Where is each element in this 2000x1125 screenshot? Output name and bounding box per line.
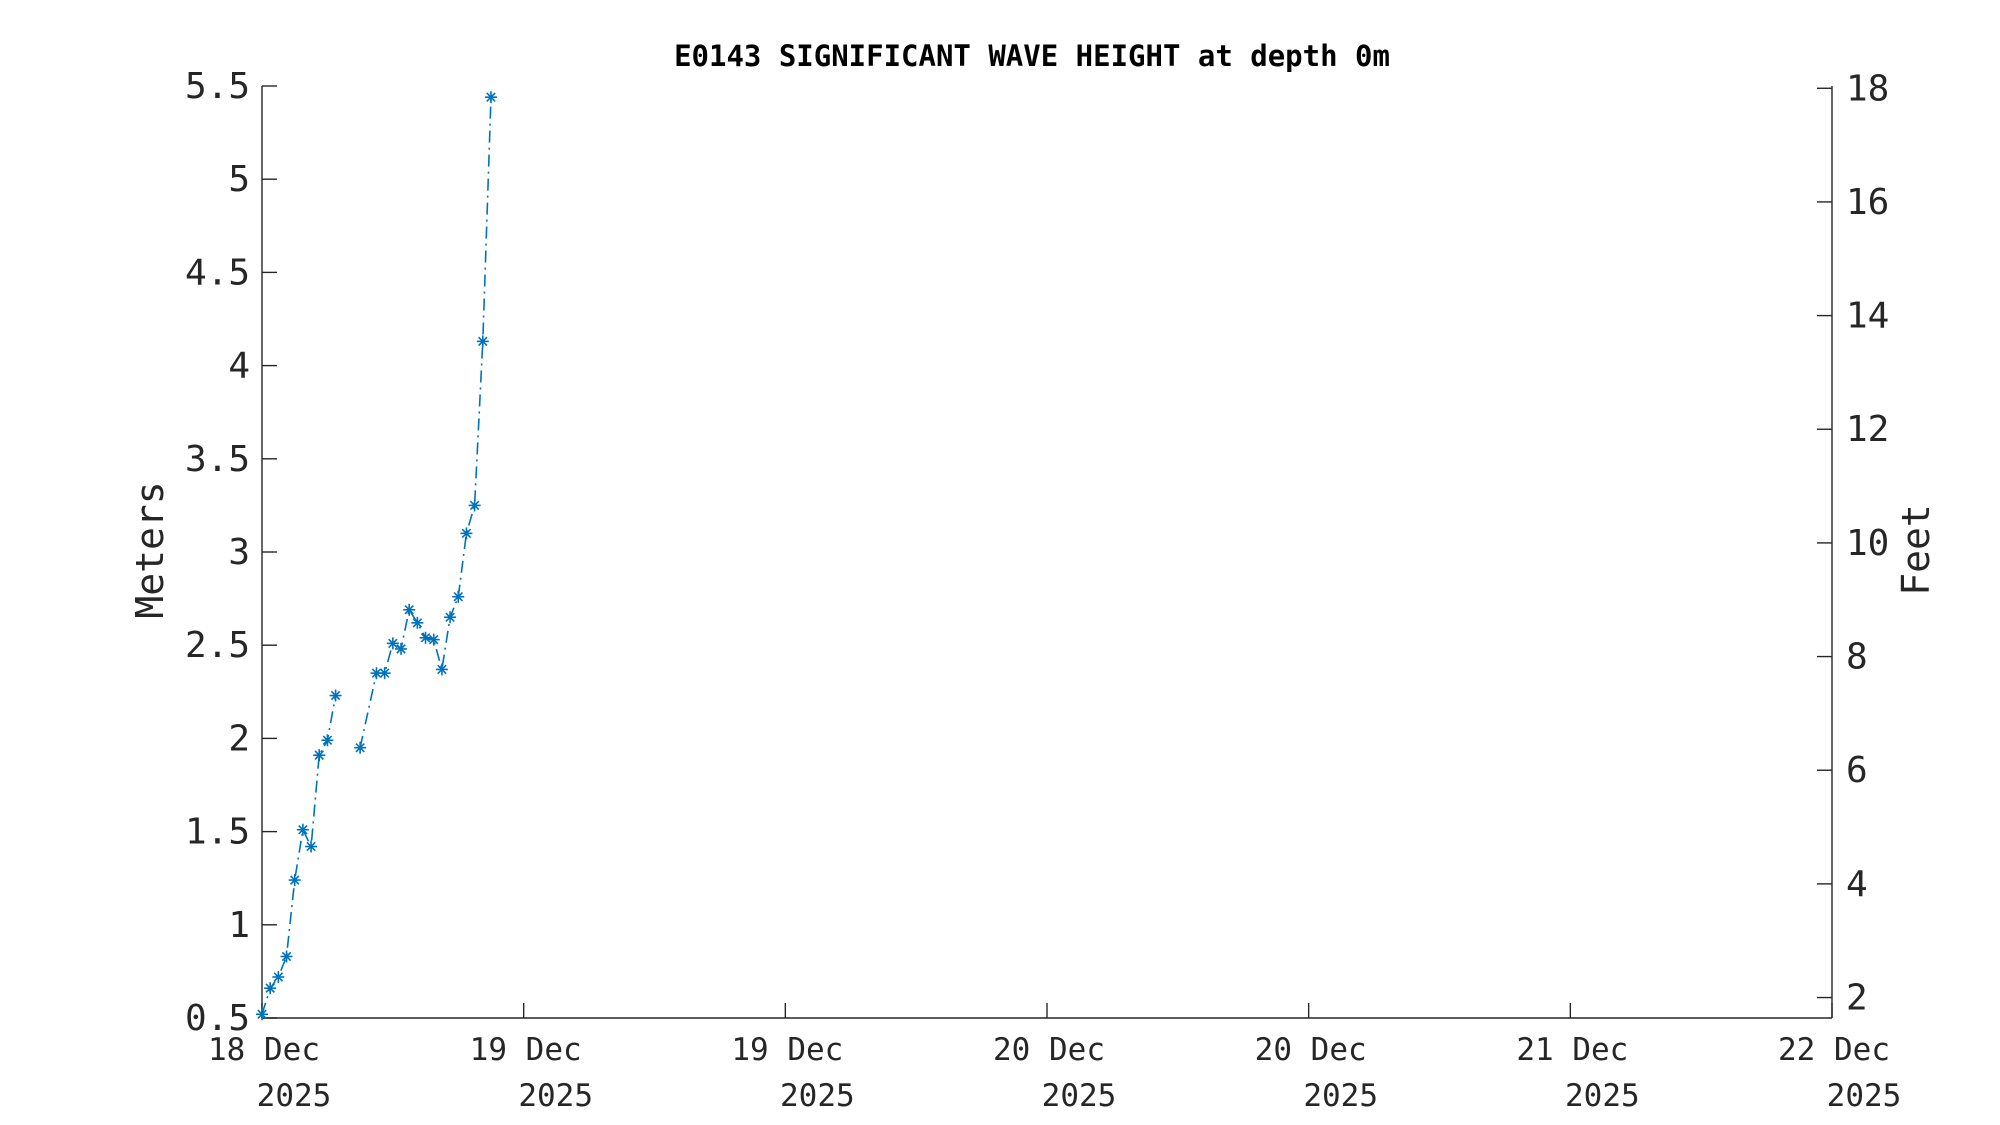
data-point-marker xyxy=(256,1008,268,1021)
left-tick-label: 5.5 xyxy=(185,66,250,107)
data-point-marker xyxy=(395,642,408,655)
x-tick-label-year: 2025 xyxy=(1303,1078,1378,1114)
left-tick-label: 5 xyxy=(228,159,250,200)
right-tick-label: 16 xyxy=(1846,182,1889,223)
right-tick-label: 2 xyxy=(1846,978,1868,1019)
x-tick-label-date: 19 Dec xyxy=(731,1032,843,1068)
right-tick-label: 4 xyxy=(1846,864,1868,905)
right-y-axis: 2 4 6 8 10 12 14 16 18 xyxy=(1817,68,1889,1019)
data-point-marker xyxy=(452,590,465,603)
data-point-marker xyxy=(386,637,399,650)
plot-frame xyxy=(261,86,1833,1019)
left-tick-label: 0.5 xyxy=(185,998,250,1039)
left-tick-label: 1.5 xyxy=(185,812,250,853)
x-tick-label-date: 20 Dec xyxy=(1255,1032,1367,1068)
x-tick-label-date: 20 Dec xyxy=(993,1032,1105,1068)
data-point-marker xyxy=(329,689,342,702)
series-line xyxy=(261,695,337,1015)
x-tick-label-year: 2025 xyxy=(1827,1078,1902,1114)
x-tick-label-date: 22 Dec xyxy=(1778,1032,1890,1068)
left-tick-label: 3 xyxy=(228,532,250,573)
left-tick-label: 2 xyxy=(228,718,250,759)
x-tick-label-year: 2025 xyxy=(257,1078,332,1114)
data-point-marker xyxy=(427,633,440,646)
data-point-marker xyxy=(419,631,432,644)
left-axis-label: Meters xyxy=(128,481,172,618)
data-point-marker xyxy=(296,823,309,836)
data-point-marker xyxy=(403,603,416,616)
left-y-axis: 0.5 1 1.5 2 2.5 3 3.5 4 4.5 5 5.5 xyxy=(185,66,277,1039)
data-point-marker xyxy=(313,749,326,762)
left-tick-label: 4 xyxy=(228,346,250,387)
data-point-marker xyxy=(321,734,334,747)
data-point-marker xyxy=(460,527,473,540)
right-tick-label: 10 xyxy=(1846,523,1889,564)
x-tick-label-date: 19 Dec xyxy=(470,1032,582,1068)
x-tick-label-year: 2025 xyxy=(1042,1078,1117,1114)
left-tick-label: 2.5 xyxy=(185,625,250,666)
data-point-marker xyxy=(476,335,489,348)
right-tick-label: 6 xyxy=(1846,750,1868,791)
right-axis-label: Feet xyxy=(1894,504,1938,596)
data-point-marker xyxy=(444,611,457,624)
left-tick-label: 4.5 xyxy=(185,252,250,293)
x-tick-label-year: 2025 xyxy=(1565,1078,1640,1114)
x-tick-label-date: 18 Dec xyxy=(208,1032,320,1068)
data-point-marker xyxy=(411,616,424,629)
data-point-marker xyxy=(354,741,367,754)
series-layer xyxy=(256,91,497,1021)
data-point-marker xyxy=(272,970,285,983)
right-tick-label: 14 xyxy=(1846,296,1889,337)
data-point-marker xyxy=(484,91,497,104)
x-tick-label-date: 21 Dec xyxy=(1516,1032,1628,1068)
right-tick-label: 8 xyxy=(1846,637,1868,678)
data-point-marker xyxy=(305,840,318,853)
data-point-marker xyxy=(378,667,391,680)
x-tick-label-year: 2025 xyxy=(518,1078,593,1114)
x-axis: 18 Dec 2025 19 Dec 2025 19 Dec 2025 20 Dec 2025… xyxy=(208,1003,1901,1114)
right-tick-label: 18 xyxy=(1846,68,1889,109)
chart-title: E0143 SIGNIFICANT WAVE HEIGHT at depth 0… xyxy=(674,39,1390,73)
series-line xyxy=(359,97,492,748)
data-point-marker xyxy=(280,950,293,963)
x-tick-label-year: 2025 xyxy=(780,1078,855,1114)
left-tick-label: 1 xyxy=(228,905,250,946)
data-point-marker xyxy=(288,874,301,887)
data-point-marker xyxy=(468,499,481,512)
left-tick-label: 3.5 xyxy=(185,439,250,480)
right-tick-label: 12 xyxy=(1846,409,1889,450)
data-point-marker xyxy=(435,663,448,676)
data-point-marker xyxy=(264,982,277,995)
